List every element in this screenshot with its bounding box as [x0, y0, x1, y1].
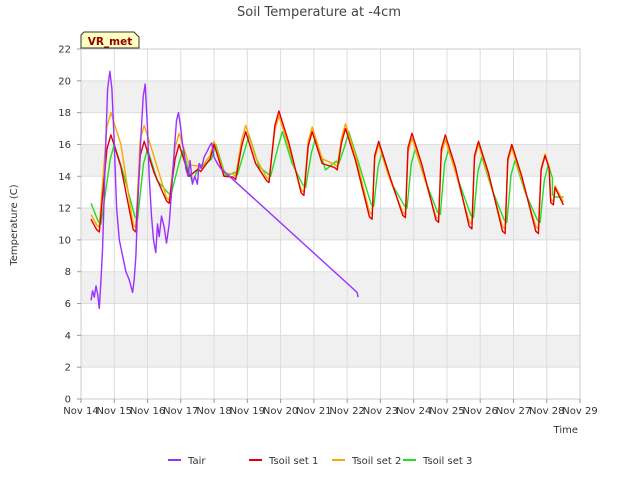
y-tick-label: 10 — [58, 235, 71, 246]
x-tick-label: Nov 26 — [462, 406, 497, 417]
x-tick-label: Nov 19 — [230, 406, 265, 417]
y-tick-label: 18 — [58, 108, 71, 119]
y-tick-label: 4 — [65, 331, 71, 342]
x-tick-label: Nov 16 — [130, 406, 165, 417]
x-tick-label: Nov 28 — [529, 406, 564, 417]
station-badge-shape — [80, 31, 140, 49]
x-tick-label: Nov 20 — [263, 406, 298, 417]
legend: Tair Tsoil set 1 Tsoil set 2 Tsoil set 3 — [168, 456, 472, 467]
y-tick-label: 22 — [58, 45, 71, 56]
background-band — [81, 144, 580, 177]
y-tick-label: 12 — [58, 204, 71, 215]
y-axis-ticks: 0 2 4 6 8 10 12 14 16 18 20 22 — [58, 45, 81, 406]
y-tick-label: 6 — [65, 299, 71, 310]
background-band — [81, 335, 580, 368]
x-tick-label: Nov 17 — [163, 406, 198, 417]
x-tick-label: Nov 24 — [396, 406, 431, 417]
legend-label: Tsoil set 1 — [268, 456, 318, 467]
background-band — [81, 80, 580, 113]
background-band — [81, 208, 580, 240]
x-tick-label: Nov 22 — [329, 406, 364, 417]
series-lines — [90, 70, 565, 309]
series-line-tair — [90, 70, 359, 309]
y-tick-label: 8 — [65, 267, 71, 278]
legend-label: Tsoil set 3 — [422, 456, 472, 467]
x-tick-label: Nov 25 — [429, 406, 464, 417]
x-axis-title: Time — [553, 425, 578, 436]
plot-area-frame — [80, 48, 581, 400]
y-tick-label: 2 — [65, 363, 71, 374]
background-band — [81, 271, 580, 304]
station-badge-label: VR_met — [88, 36, 133, 48]
y-tick-label: 20 — [58, 76, 71, 87]
x-tick-label: Nov 21 — [296, 406, 331, 417]
y-tick-label: 16 — [58, 140, 71, 151]
x-tick-label: Nov 29 — [562, 406, 597, 417]
station-badge: VR_met — [80, 31, 140, 49]
chart-title: Soil Temperature at -4cm — [237, 5, 401, 20]
x-tick-label: Nov 18 — [196, 406, 231, 417]
x-tick-label: Nov 23 — [363, 406, 398, 417]
x-tick-label: Nov 14 — [63, 406, 98, 417]
x-tick-label: Nov 15 — [97, 406, 132, 417]
legend-label: Tsoil set 2 — [351, 456, 401, 467]
x-tick-label: Nov 27 — [496, 406, 531, 417]
y-tick-label: 14 — [58, 172, 71, 183]
legend-label: Tair — [187, 456, 206, 467]
y-tick-label: 0 — [65, 395, 71, 406]
plot-background-bands — [81, 80, 580, 368]
y-axis-title: Temperature (C) — [9, 184, 20, 266]
